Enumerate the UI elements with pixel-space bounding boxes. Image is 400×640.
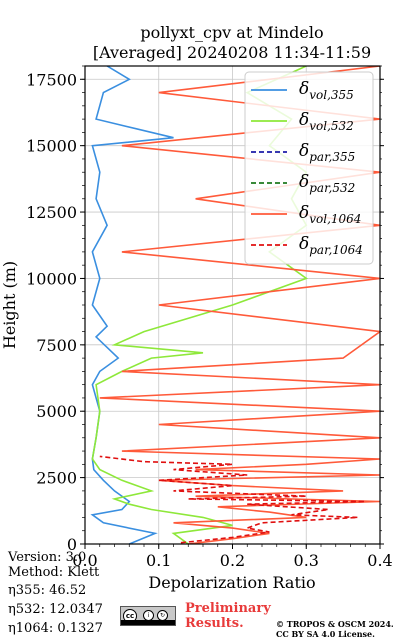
y-tick-label: 7500 <box>36 336 77 355</box>
legend-label-sub: par,355 <box>309 150 355 164</box>
y-tick-label: 0 <box>67 535 77 554</box>
version-text: Version: 3.0 <box>8 550 87 565</box>
legend-label-base: δ <box>299 110 309 130</box>
cc-badge-bar <box>121 620 175 625</box>
x-tick-label: 0.4 <box>367 551 392 570</box>
x-tick-label: 0.3 <box>294 551 319 570</box>
legend: δvol,355δvol,532δpar,355δpar,532δvol,106… <box>244 71 374 265</box>
preliminary-line1: Preliminary <box>185 601 271 616</box>
method-text: Method: Klett <box>8 565 100 580</box>
eta355-text: η355: 46.52 <box>8 583 87 598</box>
y-tick-label: 5000 <box>36 402 77 421</box>
x-axis-label: Depolarization Ratio <box>148 573 315 592</box>
legend-label: δvol,532 <box>299 110 354 133</box>
legend-label: δvol,355 <box>299 79 354 102</box>
y-tick-label: 15000 <box>26 137 77 156</box>
legend-label-sub: vol,532 <box>309 119 354 133</box>
legend-label-base: δ <box>299 234 309 254</box>
x-tick-label: 0.0 <box>72 551 97 570</box>
legend-label-sub: par,532 <box>309 181 355 195</box>
legend-label: δvol,1064 <box>299 203 361 226</box>
y-tick-label: 17500 <box>26 70 77 89</box>
legend-label-sub: par,1064 <box>309 243 363 257</box>
preliminary-line2: Results. <box>185 616 244 631</box>
legend-label: δpar,1064 <box>299 234 363 257</box>
series-line-par-1064 <box>99 455 366 544</box>
credit-line2: CC BY SA 4.0 License. <box>276 629 375 639</box>
credit-line1: © TROPOS & OSCM 2024. <box>276 619 394 629</box>
axis-ticks: 0.0 0.1 0.2 0.3 0.4 0 2500 5000 7500 10000 12500 15… <box>26 65 393 570</box>
y-axis-label: Height (m) <box>0 261 19 349</box>
legend-label-base: δ <box>299 141 309 161</box>
y-tick-label: 12500 <box>26 203 77 222</box>
legend-box <box>244 71 374 265</box>
credit-note: © TROPOS & OSCM 2024. CC BY SA 4.0 Licen… <box>276 619 394 639</box>
cc-license-badge: cc i ↻ <box>120 606 176 626</box>
y-tick-label: 10000 <box>26 269 77 288</box>
legend-label-sub: vol,1064 <box>309 212 361 226</box>
x-tick-label: 0.1 <box>146 551 171 570</box>
chart-title: pollyxt_cpv at Mindelo <box>140 23 323 42</box>
legend-label: δpar,532 <box>299 172 355 195</box>
eta1064-text: η1064: 0.1327 <box>8 621 103 636</box>
x-tick-label: 0.2 <box>220 551 245 570</box>
series-line-vol-355 <box>90 66 174 544</box>
legend-label-base: δ <box>299 172 309 192</box>
preliminary-note: Preliminary Results. <box>185 601 271 631</box>
y-tick-label: 2500 <box>36 469 77 488</box>
legend-label-sub: vol,355 <box>309 88 354 102</box>
chart-subtitle: [Averaged] 20240208 11:34-11:59 <box>93 43 371 62</box>
eta532-text: η532: 12.0347 <box>8 602 103 617</box>
legend-label: δpar,355 <box>299 141 355 164</box>
legend-label-base: δ <box>299 203 309 223</box>
legend-label-base: δ <box>299 79 309 99</box>
